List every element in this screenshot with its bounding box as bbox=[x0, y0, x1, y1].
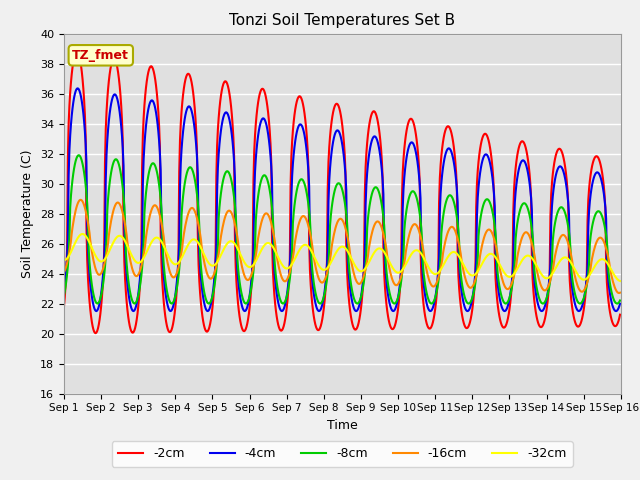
Line: -32cm: -32cm bbox=[64, 234, 620, 281]
-32cm bbox=[214, 258, 221, 264]
-8cm bbox=[60, 292, 68, 298]
Text: TZ_fmet: TZ_fmet bbox=[72, 49, 129, 62]
-8cm bbox=[214, 243, 221, 249]
-4cm bbox=[70, 95, 78, 101]
-16cm bbox=[128, 265, 136, 271]
-8cm bbox=[185, 166, 193, 171]
Line: -16cm: -16cm bbox=[64, 200, 620, 293]
-16cm bbox=[70, 215, 78, 221]
-8cm bbox=[75, 152, 83, 158]
-4cm bbox=[427, 308, 435, 314]
-32cm bbox=[410, 248, 418, 254]
Line: -4cm: -4cm bbox=[64, 88, 620, 311]
Line: -2cm: -2cm bbox=[64, 51, 620, 333]
-2cm bbox=[215, 115, 223, 121]
Line: -8cm: -8cm bbox=[64, 155, 620, 303]
-32cm bbox=[128, 253, 136, 259]
-16cm bbox=[185, 210, 193, 216]
-8cm bbox=[616, 298, 624, 303]
-2cm bbox=[412, 127, 419, 132]
-4cm bbox=[612, 308, 620, 314]
-4cm bbox=[128, 307, 136, 312]
-16cm bbox=[616, 290, 624, 296]
-4cm bbox=[214, 165, 221, 170]
-16cm bbox=[76, 197, 84, 203]
-32cm bbox=[60, 257, 68, 263]
-2cm bbox=[616, 312, 624, 318]
-16cm bbox=[60, 269, 68, 275]
-8cm bbox=[128, 297, 136, 303]
-16cm bbox=[616, 290, 623, 296]
-2cm bbox=[428, 324, 435, 330]
-32cm bbox=[79, 231, 86, 237]
-4cm bbox=[60, 290, 68, 296]
-4cm bbox=[616, 301, 624, 307]
-2cm bbox=[129, 330, 137, 336]
-2cm bbox=[92, 330, 100, 336]
-32cm bbox=[427, 268, 435, 274]
X-axis label: Time: Time bbox=[327, 419, 358, 432]
-32cm bbox=[616, 278, 624, 284]
-16cm bbox=[214, 255, 221, 261]
-2cm bbox=[60, 303, 68, 309]
-8cm bbox=[427, 300, 435, 306]
-8cm bbox=[70, 166, 78, 171]
-8cm bbox=[410, 189, 418, 195]
Title: Tonzi Soil Temperatures Set B: Tonzi Soil Temperatures Set B bbox=[229, 13, 456, 28]
-16cm bbox=[410, 221, 418, 227]
Legend: -2cm, -4cm, -8cm, -16cm, -32cm: -2cm, -4cm, -8cm, -16cm, -32cm bbox=[112, 441, 573, 467]
-4cm bbox=[74, 85, 82, 91]
-2cm bbox=[74, 48, 81, 54]
-8cm bbox=[613, 300, 621, 306]
-2cm bbox=[186, 72, 193, 77]
-32cm bbox=[185, 241, 193, 247]
-4cm bbox=[410, 144, 418, 149]
-2cm bbox=[70, 55, 78, 60]
-16cm bbox=[427, 281, 435, 287]
Y-axis label: Soil Temperature (C): Soil Temperature (C) bbox=[22, 149, 35, 278]
-32cm bbox=[70, 242, 78, 248]
-4cm bbox=[185, 104, 193, 109]
